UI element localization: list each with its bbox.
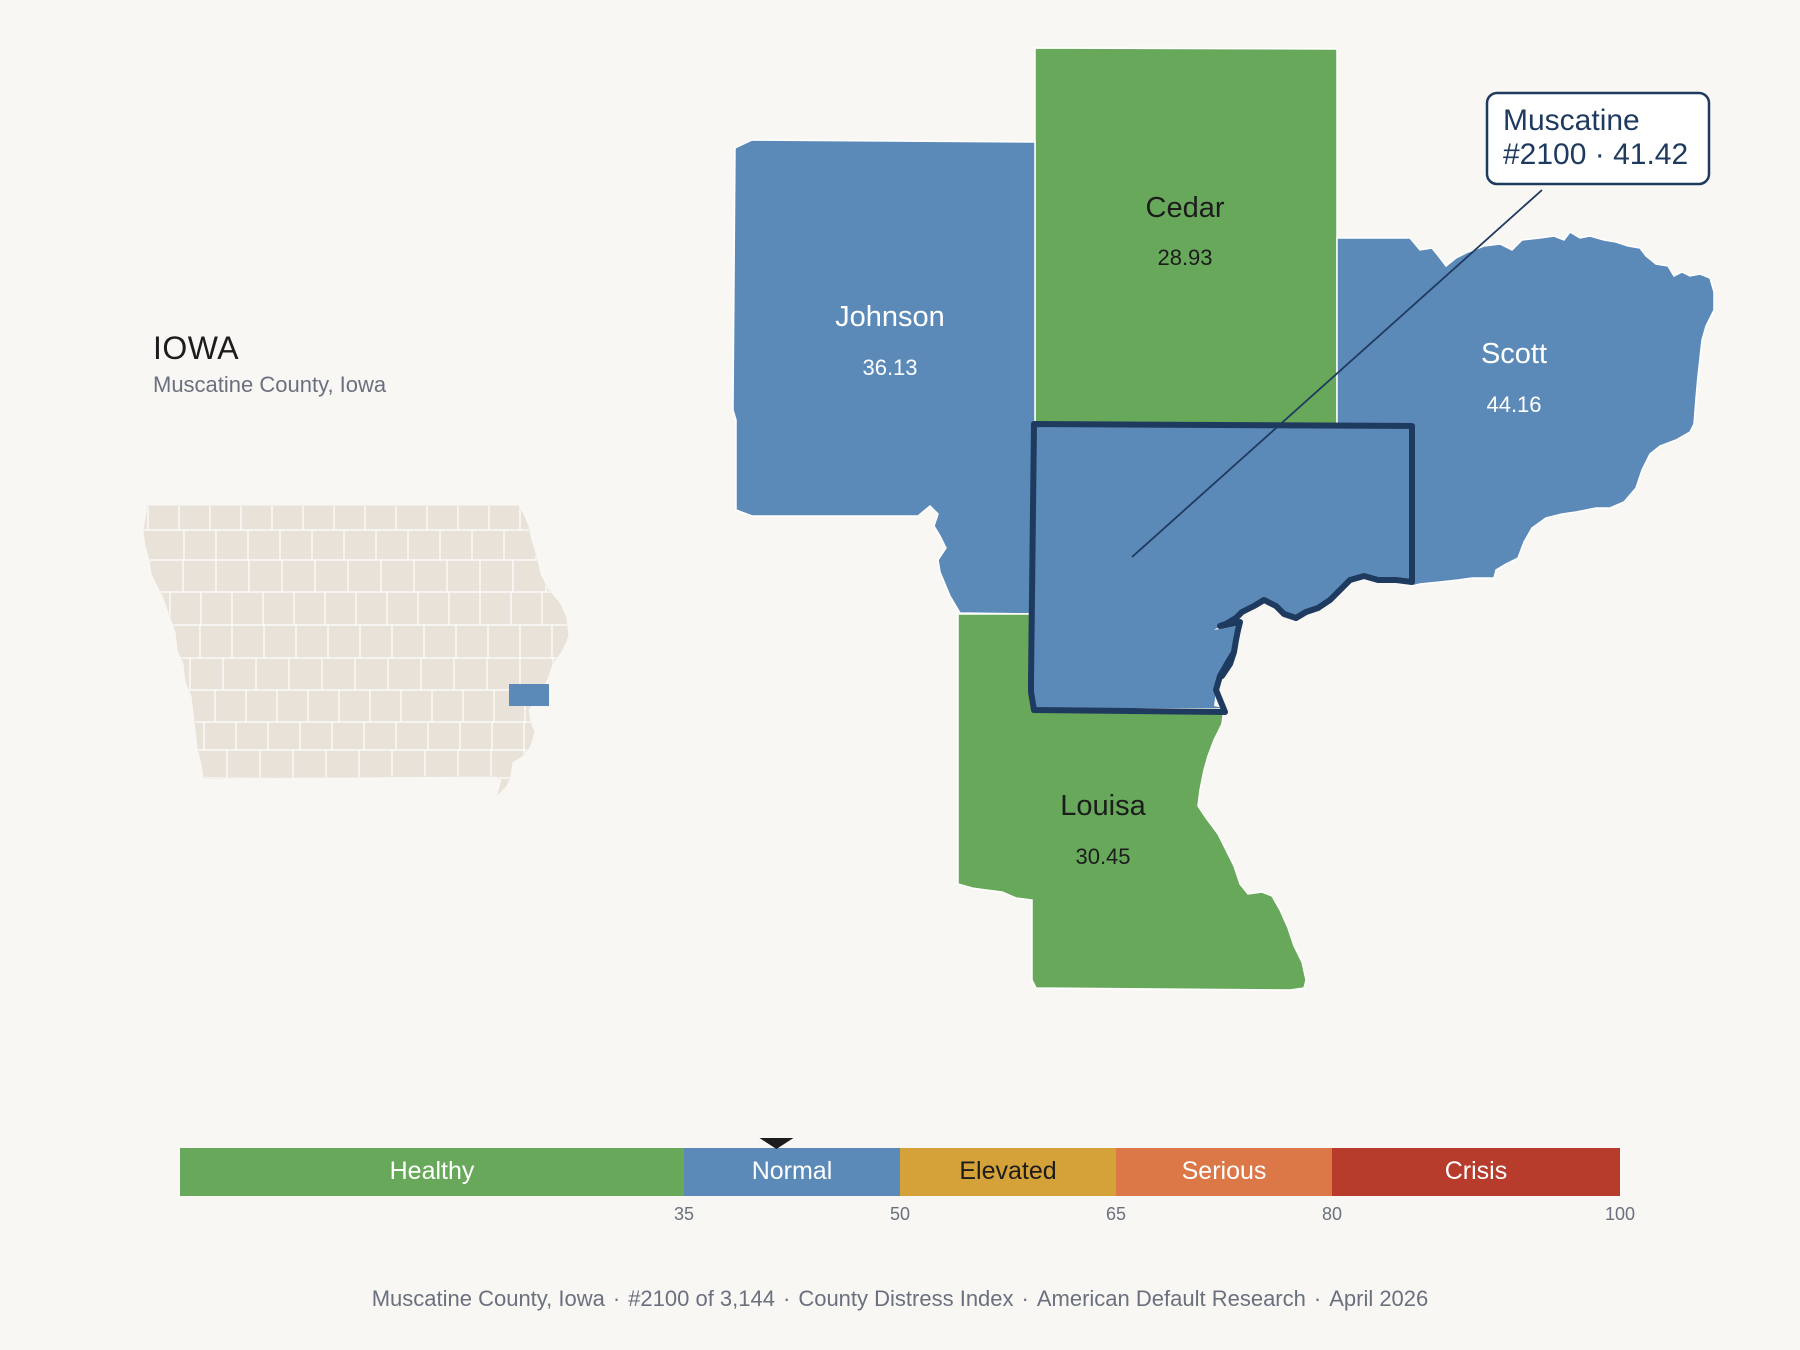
legend-tick-100: 100 — [1605, 1204, 1635, 1224]
county-label-johnson: Johnson — [835, 301, 945, 333]
legend-band-label-normal: Normal — [752, 1157, 833, 1185]
county-value-scott: 44.16 — [1486, 392, 1541, 417]
legend-band-label-crisis: Crisis — [1445, 1157, 1508, 1185]
callout-box — [1485, 91, 1711, 186]
legend-pointer — [759, 1138, 794, 1149]
legend-tick-65: 65 — [1106, 1204, 1126, 1224]
legend-band-serious — [1116, 1148, 1332, 1196]
footer-caption: Muscatine County, Iowa · #2100 of 3,144 · Co… — [371, 1286, 1429, 1311]
legend-band-elevated — [900, 1148, 1116, 1196]
county-scott[interactable] — [1336, 231, 1715, 587]
callout-rank-value: #2100 · 41.42 — [1503, 138, 1688, 171]
legend-band-label-serious: Serious — [1182, 1157, 1267, 1185]
footer-rank: #2100 of 3,144 — [628, 1286, 775, 1311]
county-value-cedar: 28.93 — [1157, 245, 1212, 270]
muscatine-outline — [1028, 421, 1415, 715]
callout-leader-line — [1131, 189, 1543, 558]
legend-band-label-healthy: Healthy — [390, 1157, 475, 1185]
legend-tick-80: 80 — [1322, 1204, 1342, 1224]
footer-date: April 2026 — [1329, 1286, 1429, 1311]
county-label-scott: Scott — [1481, 338, 1547, 370]
county-value-louisa: 30.45 — [1075, 844, 1130, 869]
callout-name: Muscatine — [1503, 104, 1640, 137]
county-label-louisa: Louisa — [1060, 790, 1146, 822]
legend-tick-35: 35 — [674, 1204, 694, 1224]
county-muscatine[interactable] — [1031, 424, 1412, 708]
footer-index: County Distress Index — [798, 1286, 1014, 1311]
state-subtitle: Muscatine County, Iowa — [153, 372, 387, 397]
county-value-johnson: 36.13 — [862, 355, 917, 380]
county-label-cedar: Cedar — [1146, 192, 1225, 224]
legend-band-normal — [684, 1148, 900, 1196]
state-title: IOWA — [153, 330, 240, 366]
legend-tick-50: 50 — [890, 1204, 910, 1224]
footer-county: Muscatine County, Iowa — [371, 1286, 605, 1311]
footer-source: American Default Research — [1036, 1286, 1306, 1311]
legend-band-label-elevated: Elevated — [959, 1157, 1056, 1185]
legend-band-healthy — [180, 1148, 684, 1196]
legend-band-crisis — [1332, 1148, 1620, 1196]
